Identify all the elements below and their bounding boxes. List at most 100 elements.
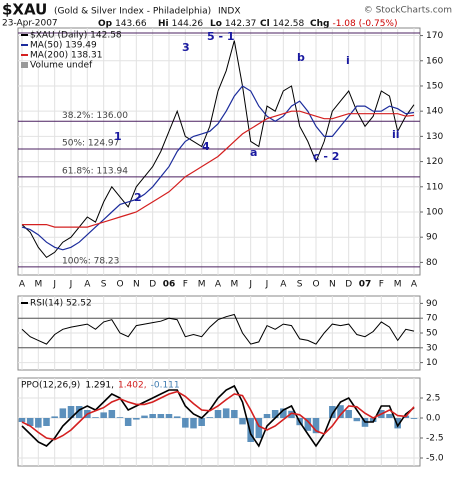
level-label: 38.2%: 136.00 — [62, 111, 128, 121]
histogram-bar — [263, 414, 271, 418]
wave-label: ii — [392, 128, 400, 141]
y-tick-label: 100 — [426, 207, 443, 217]
x-tick-label: S — [101, 280, 107, 290]
histogram-bar — [100, 412, 107, 418]
y-tick-label: 130 — [426, 132, 443, 142]
index-name: (Gold & Silver Index - Philadelphia) — [54, 7, 211, 17]
histogram-bar — [165, 414, 173, 418]
histogram-bar — [198, 418, 205, 426]
series-line — [21, 390, 415, 441]
panel — [17, 27, 421, 276]
y-tick-label: 150 — [426, 81, 443, 91]
x-tick-label: M — [198, 280, 206, 290]
histogram-bar — [271, 410, 279, 418]
level-label: 61.8%: 113.94 — [62, 166, 128, 176]
histogram-bar — [280, 408, 287, 418]
x-tick-label: J — [52, 280, 56, 290]
histogram-bar — [231, 410, 238, 418]
quote-open: Op 143.66 — [98, 19, 147, 29]
histogram-bar — [133, 418, 140, 420]
histogram-bar — [394, 418, 401, 429]
wave-label: i — [346, 54, 350, 67]
y-tick-label: 30 — [426, 343, 438, 353]
histogram-bar — [141, 415, 148, 418]
quote-label: Cl — [260, 19, 270, 29]
x-tick-label: S — [297, 280, 303, 290]
quote-label: Chg — [310, 19, 329, 29]
histogram-bar — [247, 418, 254, 442]
legend-entry: RSI(14) 52.52 — [30, 299, 92, 309]
y-tick-label: 90 — [426, 233, 438, 243]
wave-label: b — [297, 51, 305, 64]
histogram-bar — [304, 418, 312, 431]
x-tick-label: D — [345, 280, 352, 290]
histogram-bar — [26, 418, 34, 426]
x-tick-label: D — [149, 280, 156, 290]
legend-entry: $XAU (Daily) 142.58 — [30, 31, 122, 41]
histogram-bar — [92, 417, 99, 418]
x-tick-label: J — [265, 280, 269, 290]
y-tick-label: 110 — [426, 182, 443, 192]
y-tick-label: 120 — [426, 157, 443, 167]
source: © StockCharts.com — [364, 6, 452, 16]
y-tick-label: -5.0 — [426, 454, 444, 464]
histogram-bar — [149, 414, 156, 418]
x-tick-label: O — [312, 280, 319, 290]
histogram-bar — [288, 410, 295, 418]
y-tick-label: 170 — [426, 31, 443, 41]
quote-value: 144.26 — [172, 19, 204, 29]
wave-label: 3 — [182, 41, 190, 54]
legend-entry: MA(50) 139.49 — [30, 41, 97, 51]
quote-change: Chg -1.08 (-0.75%) — [310, 19, 397, 29]
series-line — [21, 384, 415, 448]
legend-entry: 1.402, — [118, 381, 147, 391]
quote-label: Hi — [158, 19, 169, 29]
histogram-bar — [157, 414, 165, 418]
symbol: $XAU — [2, 1, 47, 19]
x-tick-label: 06 — [163, 280, 176, 290]
histogram-bar — [255, 418, 263, 438]
wave-label: 4 — [202, 140, 210, 153]
x-tick-label: J — [69, 280, 73, 290]
legend-swatch — [21, 62, 28, 68]
x-tick-label: M — [34, 280, 42, 290]
histogram-bar — [108, 410, 116, 418]
x-tick-label: A — [411, 280, 418, 290]
x-tick-label: A — [84, 280, 91, 290]
panel-title: PPO(12,26,9) — [21, 381, 80, 391]
wave-label: 1 — [114, 130, 122, 143]
y-tick-label: 90 — [426, 299, 438, 309]
x-tick-label: F — [183, 280, 188, 290]
histogram-bar — [337, 405, 344, 418]
histogram-bar — [329, 406, 336, 418]
series-line — [21, 40, 415, 259]
level-label: 50%: 124.97 — [62, 139, 119, 149]
quote-label: Lo — [210, 19, 222, 29]
panel — [17, 377, 421, 467]
legend-entry: Volume undef — [30, 61, 93, 71]
histogram-bar — [312, 418, 320, 434]
wave-label: 2 — [134, 191, 142, 204]
y-tick-label: -2.5 — [426, 434, 444, 444]
quote-low: Lo 142.37 — [210, 19, 256, 29]
x-tick-label: A — [280, 280, 287, 290]
x-tick-label: O — [116, 280, 123, 290]
y-tick-label: 10 — [426, 358, 438, 368]
legend-entry: MA(200) 138.31 — [30, 51, 102, 61]
histogram-bar — [345, 410, 352, 418]
y-tick-label: 80 — [426, 258, 438, 268]
y-tick-label: 70 — [426, 314, 438, 324]
histogram-bar — [173, 416, 181, 418]
y-tick-label: 2.5 — [426, 394, 440, 404]
legend-entry: 1.291, — [85, 381, 114, 391]
exchange: INDX — [218, 7, 240, 17]
histogram-bar — [353, 418, 361, 422]
histogram-bar — [43, 418, 50, 426]
histogram-bar — [410, 418, 418, 419]
y-tick-label: 50 — [426, 329, 438, 339]
histogram-bar — [369, 418, 377, 422]
series-line — [22, 110, 415, 228]
series-line — [21, 313, 415, 345]
histogram-bar — [51, 416, 58, 418]
x-tick-label: J — [248, 280, 252, 290]
